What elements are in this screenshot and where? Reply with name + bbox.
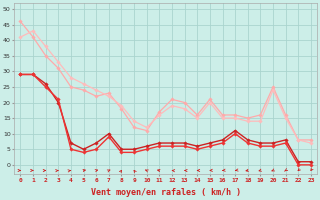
X-axis label: Vent moyen/en rafales ( km/h ): Vent moyen/en rafales ( km/h ) xyxy=(91,188,241,197)
